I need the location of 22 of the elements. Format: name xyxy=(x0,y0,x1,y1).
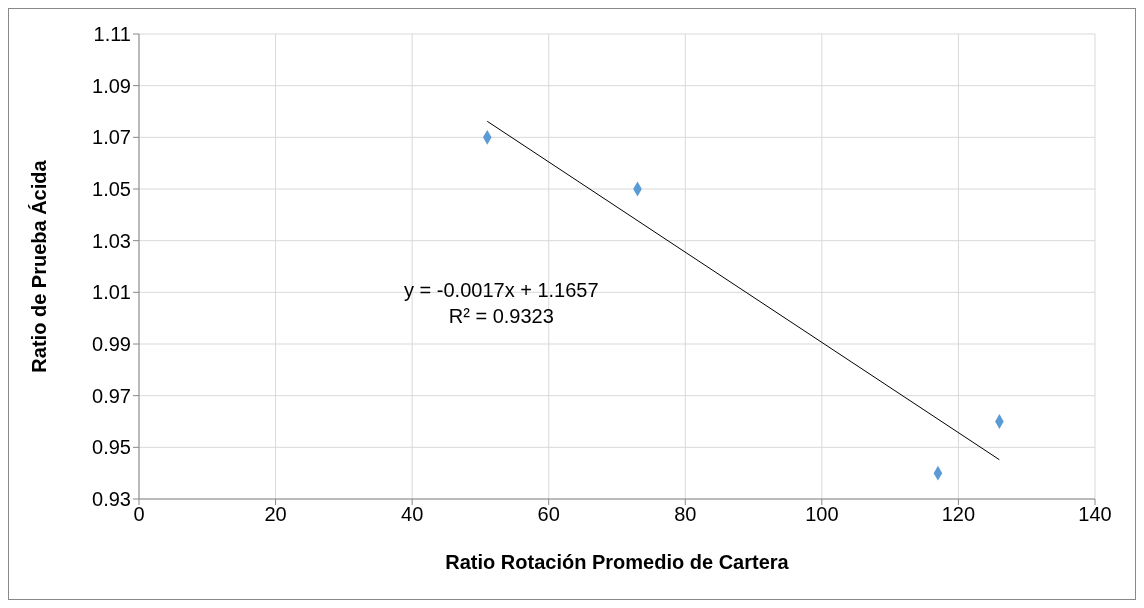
y-tick-label: 1.05 xyxy=(92,178,131,201)
x-tick-label: 80 xyxy=(674,503,697,526)
y-tick-label: 0.93 xyxy=(92,488,131,511)
y-tick-label: 0.99 xyxy=(92,333,131,356)
x-tick-label: 120 xyxy=(941,503,976,526)
x-tick-label: 0 xyxy=(133,503,145,526)
x-tick-label: 100 xyxy=(805,503,839,526)
y-tick-label: 1.01 xyxy=(92,281,131,304)
y-tick-label: 0.97 xyxy=(92,384,131,407)
x-tick-label: 60 xyxy=(537,503,560,526)
annotation: R² = 0.9323 xyxy=(447,304,555,329)
y-tick-label: 1.11 xyxy=(93,23,131,46)
y-tick-label: 1.09 xyxy=(92,74,131,97)
y-tick-label: 0.95 xyxy=(92,436,131,459)
x-axis-title: Ratio Rotación Promedio de Cartera xyxy=(445,551,790,573)
x-tick-label: 40 xyxy=(401,503,424,526)
y-tick-label: 1.03 xyxy=(92,229,131,252)
x-tick-label: 20 xyxy=(264,503,287,526)
x-tick-label: 140 xyxy=(1078,503,1112,526)
y-axis-title: Ratio de Prueba Ácida xyxy=(28,159,51,373)
annotation: y = -0.0017x + 1.1657 xyxy=(404,278,599,303)
y-tick-label: 1.07 xyxy=(92,126,131,149)
